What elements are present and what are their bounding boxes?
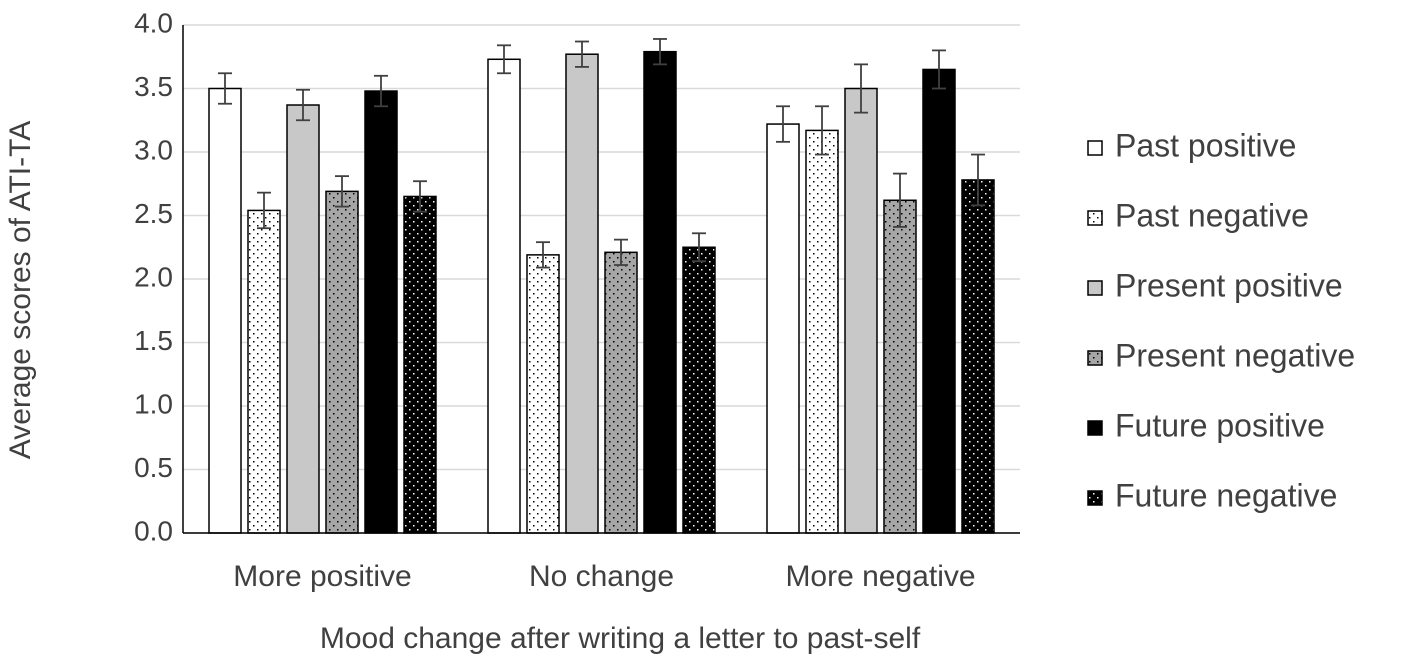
error-bar	[653, 38, 667, 66]
legend-label: Future negative	[1115, 477, 1337, 513]
y-axis-title: Average scores of ATI-TA	[4, 121, 37, 459]
error-bar	[971, 153, 985, 207]
error-bar	[335, 175, 349, 208]
bar	[208, 87, 242, 534]
error-bar	[776, 105, 790, 143]
error-bar	[932, 49, 946, 90]
error-bar	[374, 74, 388, 108]
bar	[604, 251, 638, 534]
bar	[805, 129, 839, 534]
bar	[643, 50, 677, 534]
error-bar	[692, 232, 706, 263]
error-bar	[218, 72, 232, 105]
bar	[682, 246, 716, 534]
y-tick-label: 3.5	[134, 71, 173, 102]
x-axis-title: Mood change after writing a letter to pa…	[320, 622, 921, 655]
error-bar	[536, 241, 550, 269]
bar	[844, 87, 878, 534]
y-tick-label: 2.0	[134, 261, 173, 292]
bar	[565, 53, 599, 534]
legend-swatch	[1087, 210, 1103, 226]
error-bar	[575, 40, 589, 68]
legend-label: Past positive	[1115, 127, 1296, 163]
legend-label: Future positive	[1115, 407, 1325, 443]
bar	[286, 104, 320, 534]
bar	[922, 68, 956, 534]
x-tick-label: More positive	[233, 560, 411, 593]
error-bar	[815, 105, 829, 156]
bar	[883, 199, 917, 534]
error-bar	[296, 88, 310, 122]
y-tick-label: 0.0	[134, 515, 173, 546]
bar	[766, 123, 800, 534]
y-tick-label: 3.0	[134, 134, 173, 165]
bar	[247, 209, 281, 534]
bar	[364, 90, 398, 534]
y-tick-label: 0.5	[134, 452, 173, 483]
bar	[961, 179, 995, 534]
x-tick-label: More negative	[785, 560, 975, 593]
legend-label: Past negative	[1115, 197, 1309, 233]
error-bar	[413, 180, 427, 213]
error-bar	[257, 191, 271, 230]
error-bar	[893, 172, 907, 228]
y-tick-label: 1.5	[134, 325, 173, 356]
y-tick-label: 1.0	[134, 388, 173, 419]
legend-label: Present negative	[1115, 337, 1355, 373]
legend-swatch	[1087, 420, 1103, 436]
legend-label: Present positive	[1115, 267, 1343, 303]
error-bar	[614, 238, 628, 266]
legend-swatch	[1087, 350, 1103, 366]
error-bar	[854, 63, 868, 114]
error-bar	[497, 44, 511, 75]
legend-swatch	[1087, 490, 1103, 506]
bar	[487, 58, 521, 534]
x-tick-label: No change	[529, 560, 674, 593]
bar	[526, 254, 560, 534]
y-tick-label: 2.5	[134, 198, 173, 229]
bar	[325, 190, 359, 534]
legend-swatch	[1087, 280, 1103, 296]
legend-swatch	[1087, 140, 1103, 156]
y-tick-label: 4.0	[134, 7, 173, 38]
bar	[403, 195, 437, 534]
